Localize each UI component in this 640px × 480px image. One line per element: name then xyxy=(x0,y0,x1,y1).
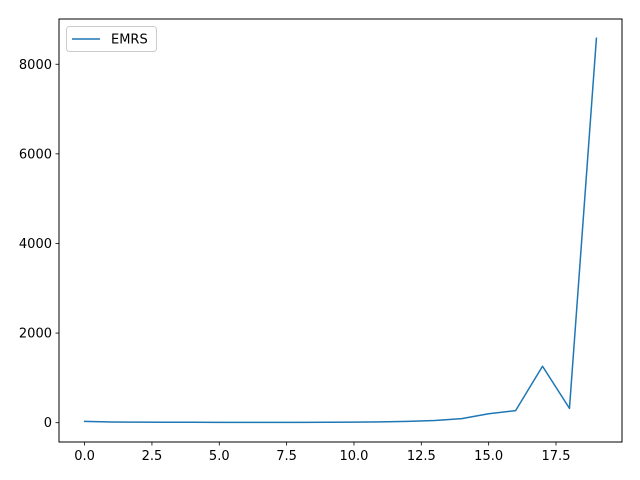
x-tick-label: 15.0 xyxy=(474,449,503,464)
y-tick-label: 6000 xyxy=(19,147,52,162)
legend-label: EMRS xyxy=(111,33,148,48)
x-tick-label: 0.0 xyxy=(74,449,95,464)
legend: EMRS xyxy=(66,26,157,52)
plot-area xyxy=(59,19,622,442)
x-tick-label: 10.0 xyxy=(339,449,368,464)
x-tick-label: 17.5 xyxy=(542,449,571,464)
y-tick-label: 0 xyxy=(44,416,52,431)
series-layer xyxy=(83,37,598,424)
x-tick-label: 12.5 xyxy=(407,449,436,464)
x-tick-label: 7.5 xyxy=(276,449,297,464)
series-line-0 xyxy=(83,37,598,424)
plot-frame xyxy=(58,18,623,443)
y-tick-label: 2000 xyxy=(19,327,52,342)
y-tick-label: 4000 xyxy=(19,237,52,252)
x-tick-label: 5.0 xyxy=(209,449,230,464)
x-axis: 0.0 2.5 5.0 7.5 10.0 12.5 15.0 17.5 xyxy=(74,442,570,464)
x-tick-label: 2.5 xyxy=(142,449,163,464)
y-axis: 0 2000 4000 6000 8000 xyxy=(19,58,59,431)
y-tick-label: 8000 xyxy=(19,58,52,73)
legend-box xyxy=(66,26,157,52)
